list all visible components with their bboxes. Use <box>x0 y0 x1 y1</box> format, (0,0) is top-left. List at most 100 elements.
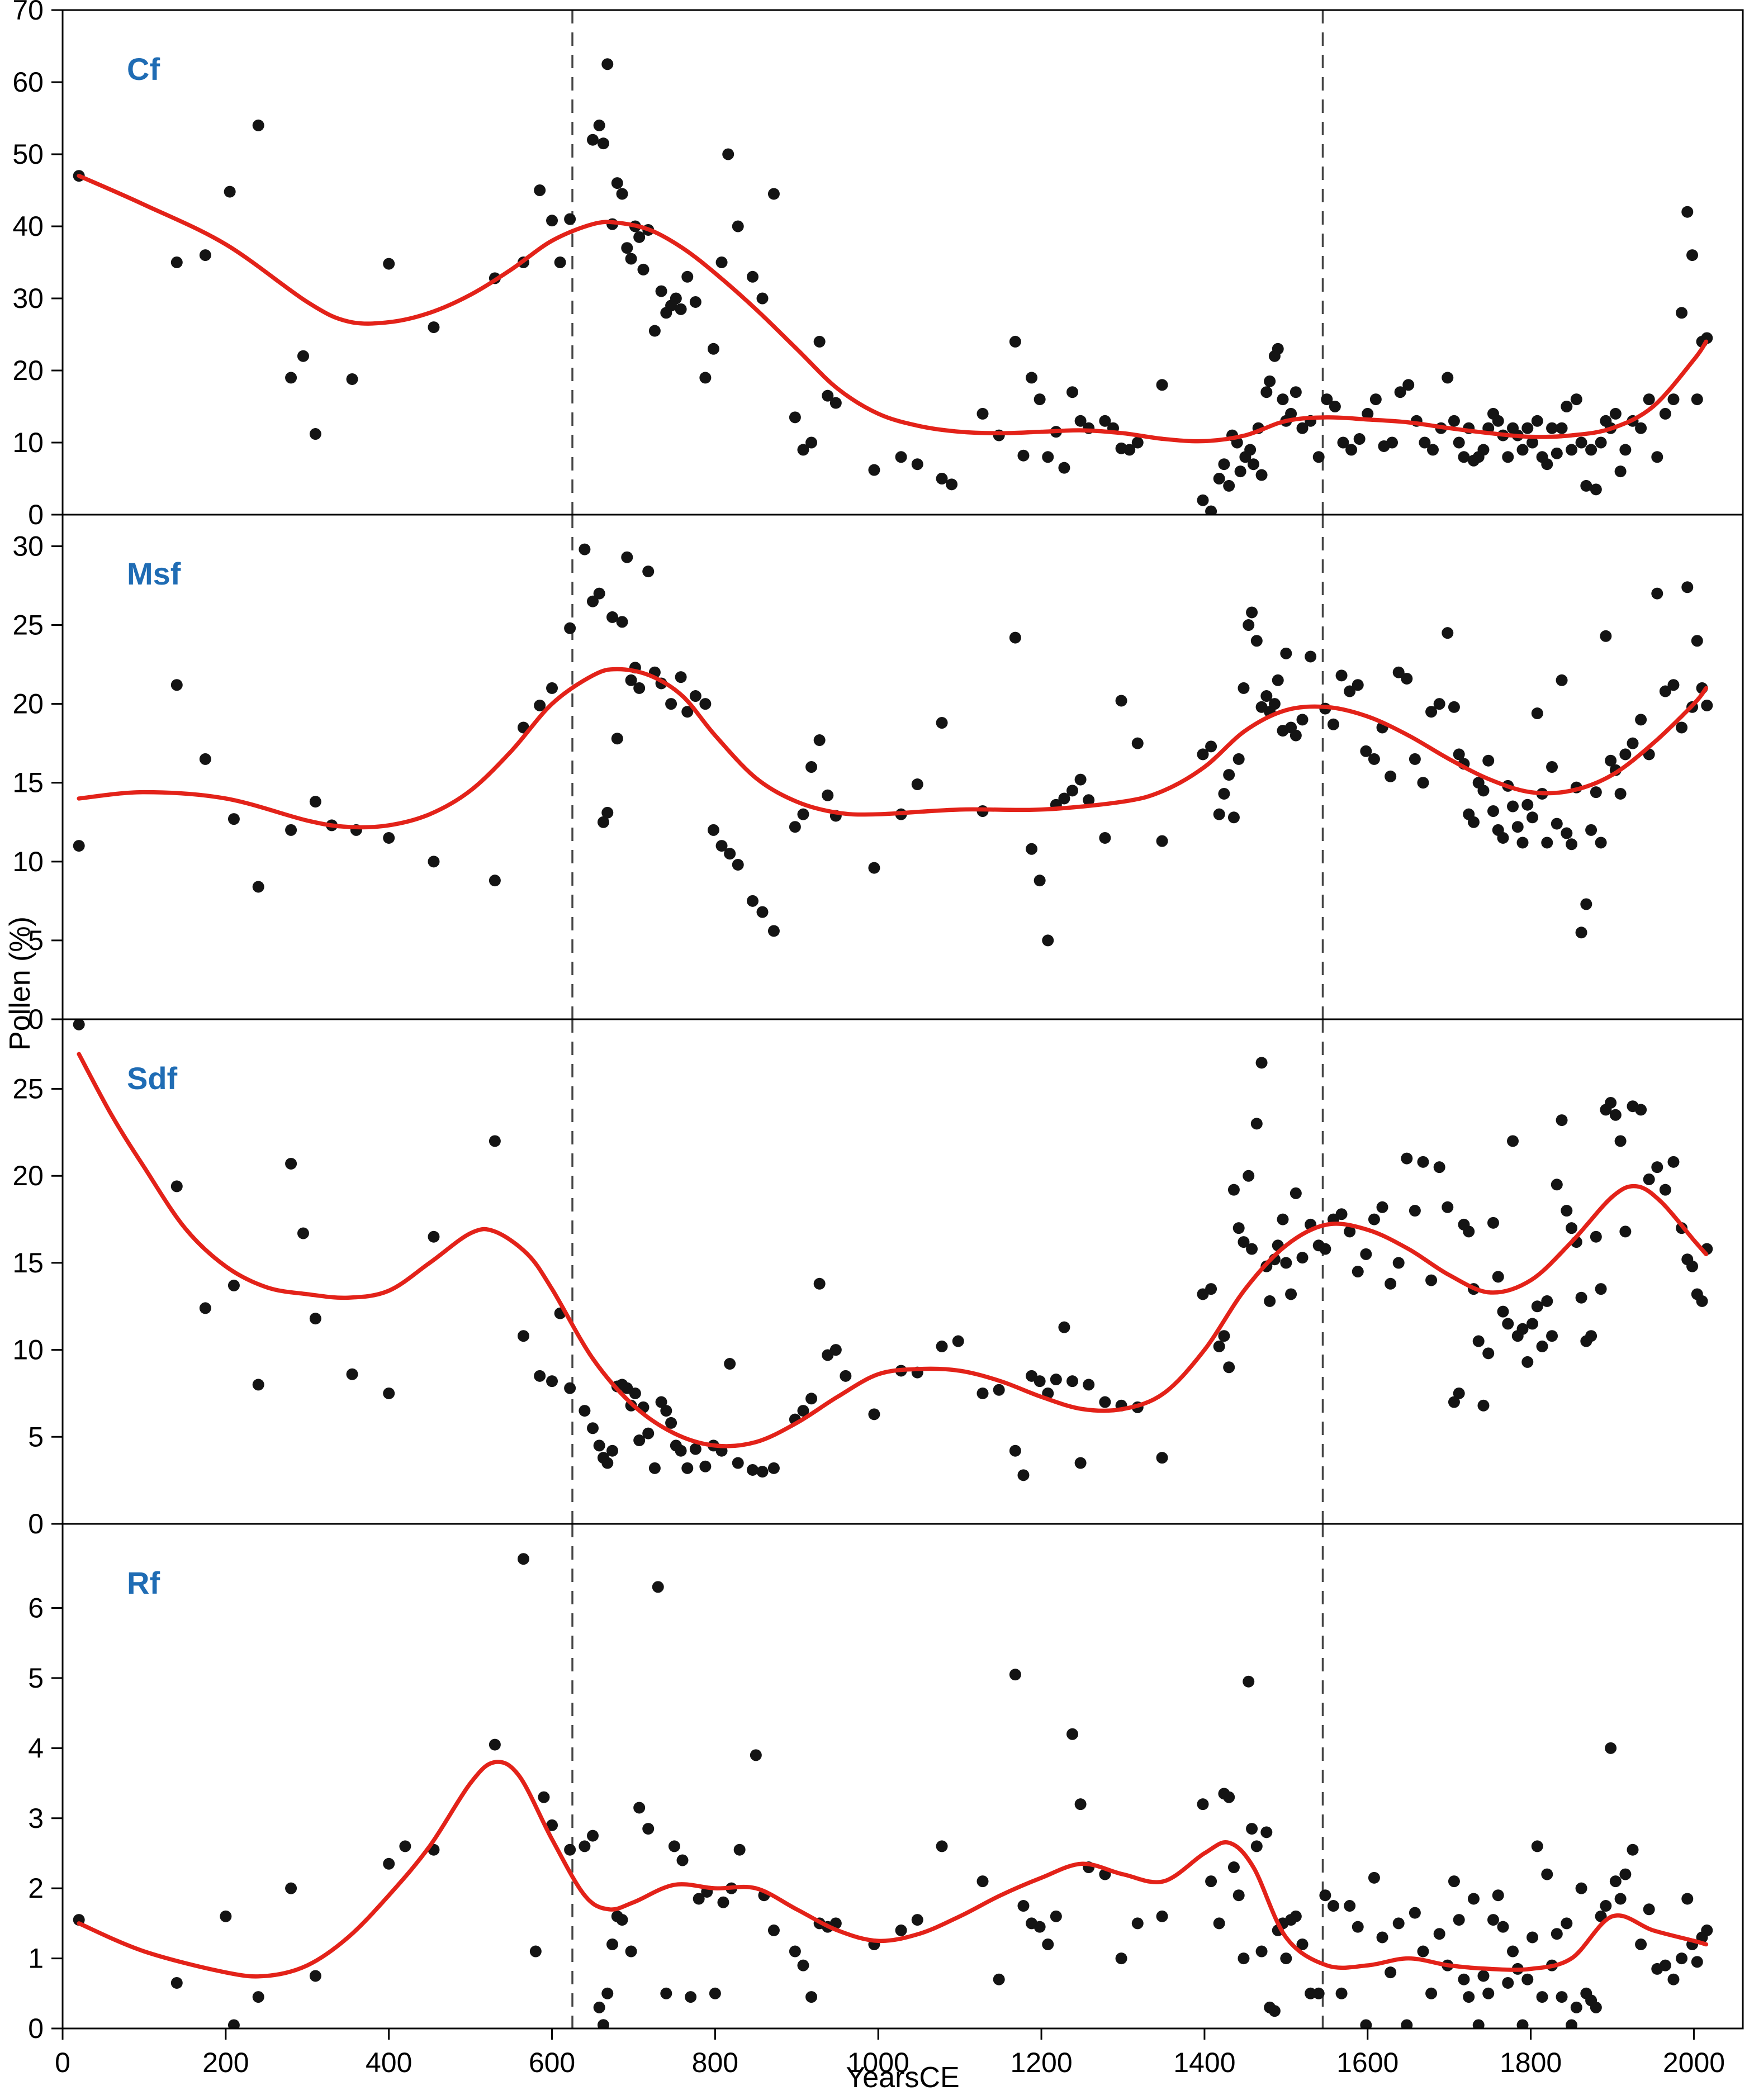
data-point <box>1575 436 1587 449</box>
data-point <box>1394 386 1406 398</box>
data-point <box>1376 1201 1388 1213</box>
data-point <box>1448 1396 1460 1408</box>
data-point <box>1042 1939 1054 1950</box>
data-point <box>1575 927 1587 939</box>
data-point <box>655 285 667 297</box>
data-point <box>1042 934 1054 947</box>
data-point <box>1197 748 1209 761</box>
data-point <box>579 1840 591 1852</box>
data-point <box>625 253 637 265</box>
data-point <box>383 1857 395 1870</box>
data-point <box>1600 630 1612 642</box>
data-point <box>546 215 558 227</box>
data-point <box>1419 436 1431 449</box>
data-point <box>1605 754 1617 767</box>
data-point <box>1453 1387 1465 1399</box>
data-point <box>1401 2019 1413 2028</box>
data-point <box>1458 1973 1470 1985</box>
data-point <box>1417 1945 1429 1958</box>
y-tick-label: 30 <box>12 283 44 314</box>
data-point <box>1353 433 1366 445</box>
data-point <box>665 698 677 710</box>
data-point <box>428 321 440 334</box>
data-point <box>1541 458 1553 471</box>
data-point <box>895 1924 907 1936</box>
y-tick-label: 20 <box>12 688 44 720</box>
x-tick-label: 600 <box>529 2047 575 2078</box>
data-point <box>1659 407 1671 420</box>
data-point <box>1296 1252 1309 1264</box>
data-point <box>1290 386 1302 398</box>
data-point <box>1609 407 1622 420</box>
data-point <box>586 1830 599 1842</box>
data-point <box>1368 1871 1380 1884</box>
data-point <box>1232 753 1245 765</box>
data-point <box>621 242 633 254</box>
data-point <box>538 1791 550 1803</box>
data-point <box>1213 1917 1225 1930</box>
data-point <box>1296 714 1309 726</box>
data-point <box>1600 1900 1612 1912</box>
data-point <box>660 1405 672 1417</box>
data-point <box>676 1854 689 1866</box>
panel-Sdf: 0 5 10 15 20 25 Sdf <box>12 1018 1744 1540</box>
data-point <box>1327 1900 1339 1912</box>
data-point <box>1268 2005 1281 2017</box>
data-point <box>789 821 801 833</box>
data-point <box>1659 1184 1671 1196</box>
data-point <box>805 1991 818 2003</box>
data-point <box>724 1358 736 1370</box>
data-point <box>946 478 958 491</box>
data-point <box>1352 1266 1364 1277</box>
data-point <box>685 1991 697 2003</box>
data-point <box>1386 436 1399 449</box>
x-tick-label: 400 <box>366 2047 412 2078</box>
data-point <box>1521 799 1534 811</box>
data-point <box>1227 1861 1240 1874</box>
data-point <box>428 856 440 868</box>
data-point <box>936 1840 948 1852</box>
data-point <box>1433 698 1445 710</box>
data-point <box>1453 1914 1465 1926</box>
panel-Rf: 0 1 2 3 4 5 6 0 200 400 600 800 1000 1200 1400 1600 1800… <box>28 1523 1744 2078</box>
data-point <box>616 1914 628 1926</box>
data-point <box>1561 1917 1573 1930</box>
data-point <box>1277 1213 1289 1225</box>
data-point <box>1614 465 1627 478</box>
data-point <box>681 1462 694 1474</box>
y-tick-label: 60 <box>12 66 44 98</box>
data-point <box>642 1823 655 1835</box>
y-tick-label: 0 <box>28 499 44 530</box>
y-tick-label: 10 <box>12 846 44 877</box>
data-point <box>597 816 609 828</box>
data-point <box>1360 1248 1372 1260</box>
data-point <box>1401 1152 1413 1165</box>
data-point <box>1244 444 1257 456</box>
scatter-points-Msf <box>73 543 1713 947</box>
panel-border <box>61 1018 1744 1525</box>
data-point <box>911 778 923 791</box>
data-point <box>1566 838 1578 851</box>
data-point <box>1066 785 1079 797</box>
data-point <box>1238 682 1250 694</box>
data-point <box>597 2019 609 2028</box>
data-point <box>1585 824 1597 836</box>
data-point <box>868 464 880 476</box>
data-point <box>1409 753 1421 765</box>
data-point <box>1575 1882 1587 1894</box>
data-point <box>1368 753 1380 765</box>
data-point <box>1260 690 1273 702</box>
data-point <box>1546 761 1558 773</box>
data-point <box>1681 581 1694 593</box>
data-point <box>1635 1939 1647 1950</box>
data-point <box>675 671 687 683</box>
data-point <box>534 699 546 711</box>
data-point <box>170 679 183 691</box>
data-point <box>813 335 826 348</box>
data-point <box>1467 1893 1480 1905</box>
data-point <box>1536 1991 1548 2003</box>
data-point <box>1590 483 1602 496</box>
data-point <box>648 325 661 337</box>
x-tick-label: 2000 <box>1663 2047 1725 2078</box>
